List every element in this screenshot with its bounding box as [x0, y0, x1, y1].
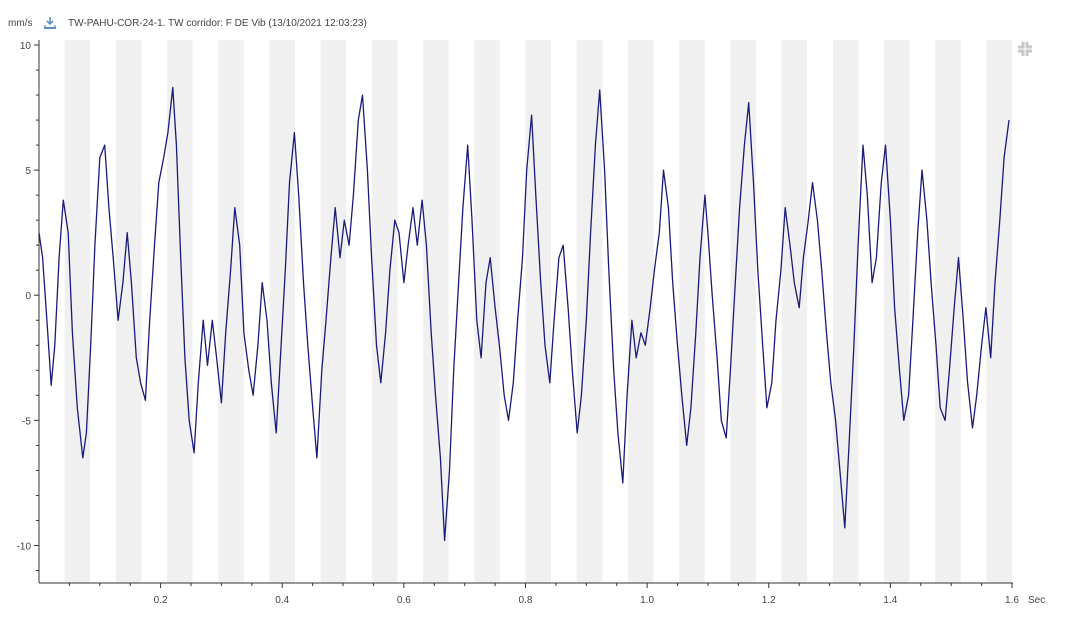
background-band	[679, 40, 705, 583]
x-tick-label: 0.6	[397, 595, 411, 606]
series-line	[38, 86, 1010, 542]
download-icon[interactable]	[43, 16, 57, 30]
background-band	[832, 40, 859, 583]
x-tick-label: 0.2	[154, 595, 168, 606]
background-band	[218, 40, 244, 583]
y-tick-label: -10	[17, 541, 32, 552]
background-band	[525, 40, 552, 583]
background-band	[320, 40, 347, 583]
x-tick-label: 1.0	[640, 595, 654, 606]
y-tick-label: -5	[22, 416, 31, 427]
y-tick-label: 10	[20, 41, 32, 52]
x-tick-label: 1.4	[883, 595, 897, 606]
chart-header: mm/s TW-PAHU-COR-24-1. TW corridor: F DE…	[0, 0, 1066, 40]
background-band	[730, 40, 756, 583]
x-axis-label: Sec	[1028, 595, 1045, 606]
background-band	[269, 40, 296, 583]
x-tick-label: 0.4	[275, 595, 289, 606]
background-band	[115, 40, 142, 583]
background-band	[371, 40, 398, 583]
background-band	[883, 40, 910, 583]
x-tick-label: 1.2	[762, 595, 776, 606]
x-tick-label: 1.6	[1005, 595, 1019, 606]
y-unit-label: mm/s	[8, 18, 33, 29]
background-band	[986, 40, 1012, 583]
background-band	[167, 40, 193, 583]
x-tick-label: 0.8	[519, 595, 533, 606]
background-band	[781, 40, 808, 583]
expand-icon[interactable]	[1016, 40, 1034, 58]
y-tick-label: 5	[25, 166, 31, 177]
y-tick-label: 0	[25, 291, 31, 302]
background-band	[423, 40, 449, 583]
chart-title: TW-PAHU-COR-24-1. TW corridor: F DE Vib …	[68, 18, 367, 29]
background-band	[64, 40, 91, 583]
background-band	[576, 40, 603, 583]
background-band	[935, 40, 961, 583]
